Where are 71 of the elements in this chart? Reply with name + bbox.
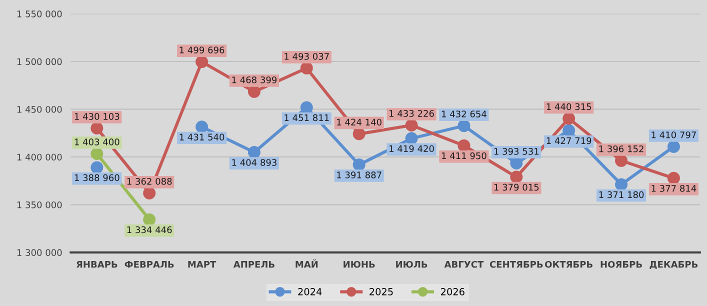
x-tick-label: ДЕКАБРЬ [650,261,698,270]
point [405,132,418,145]
point [510,170,523,184]
point [458,120,470,132]
point [90,122,104,134]
data-label: 1 499 696 [180,46,224,54]
data-label: 1 393 531 [494,148,539,155]
point [196,120,208,134]
y-tick-label: 1 300 000 [17,249,62,256]
point [143,186,156,200]
data-label: 1 388 960 [74,174,120,182]
data-label: 1 493 037 [284,52,329,60]
x-tick-label: АПРЕЛЬ [233,261,274,268]
y-tick-label: 1 400 000 [17,154,62,161]
point [458,139,470,152]
data-label: 1 433 226 [390,110,434,117]
data-label: 1 432 654 [442,110,486,118]
x-tick-label: НОЯБРЬ [600,260,642,268]
legend-label: 2026 [441,288,464,296]
x-tick-label: ИЮЛЬ [396,260,428,268]
x-tick-label: МАРТ [188,261,216,268]
point [667,140,680,153]
y-tick-label: 1 500 000 [17,58,62,66]
y-tick-label: 1 350 000 [17,201,62,208]
point [196,56,208,68]
point [615,154,628,167]
data-label: 1 430 103 [74,113,120,120]
point [562,112,576,125]
x-tick-label: ЯНВАРЬ [76,261,118,268]
point [615,178,628,191]
point [405,119,418,132]
data-label: 1 424 140 [337,118,382,126]
point [300,101,313,114]
point [352,158,366,171]
y-tick-label: 1 550 000 [17,10,62,18]
point [248,85,260,98]
data-label: 1 391 887 [337,172,382,178]
point [510,156,523,170]
data-label: 1 427 719 [546,137,592,144]
data-label: 1 410 797 [652,131,696,138]
data-label: 1 468 399 [232,76,277,84]
x-tick-label: ОКТЯБРЬ [545,260,592,268]
data-label: 1 377 814 [652,184,696,192]
x-tick-label: АВГУСТ [444,260,484,268]
data-label: 1 396 152 [599,145,644,152]
point [667,172,680,184]
data-label: 1 451 811 [284,114,329,122]
legend-label: 2024 [298,288,322,296]
point [562,124,576,137]
data-label: 1 334 446 [127,226,172,234]
data-label: 1 440 315 [546,103,592,110]
legend-label: 2025 [370,288,393,296]
data-label: 1 371 180 [599,191,644,198]
x-tick-label: МАЙ [296,259,318,268]
data-label: 1 431 540 [180,134,224,140]
data-label: 1 362 088 [127,178,172,185]
y-tick-label: 1 450 000 [17,106,62,113]
data-label: 1 379 015 [494,184,539,191]
point [90,161,104,174]
data-label: 1 403 400 [74,138,120,146]
point [143,213,156,226]
data-label: 1 404 893 [232,159,276,166]
point [90,147,104,160]
point [300,62,313,74]
point [248,146,260,159]
data-label: 1 411 950 [442,152,486,160]
x-tick-label: ФЕВРАЛЬ [124,261,174,268]
x-tick-label: СЕНТЯБРЬ [490,260,543,268]
point [352,128,366,140]
x-tick-label: ИЮНЬ [344,260,375,268]
data-label: 1 419 420 [390,145,434,152]
